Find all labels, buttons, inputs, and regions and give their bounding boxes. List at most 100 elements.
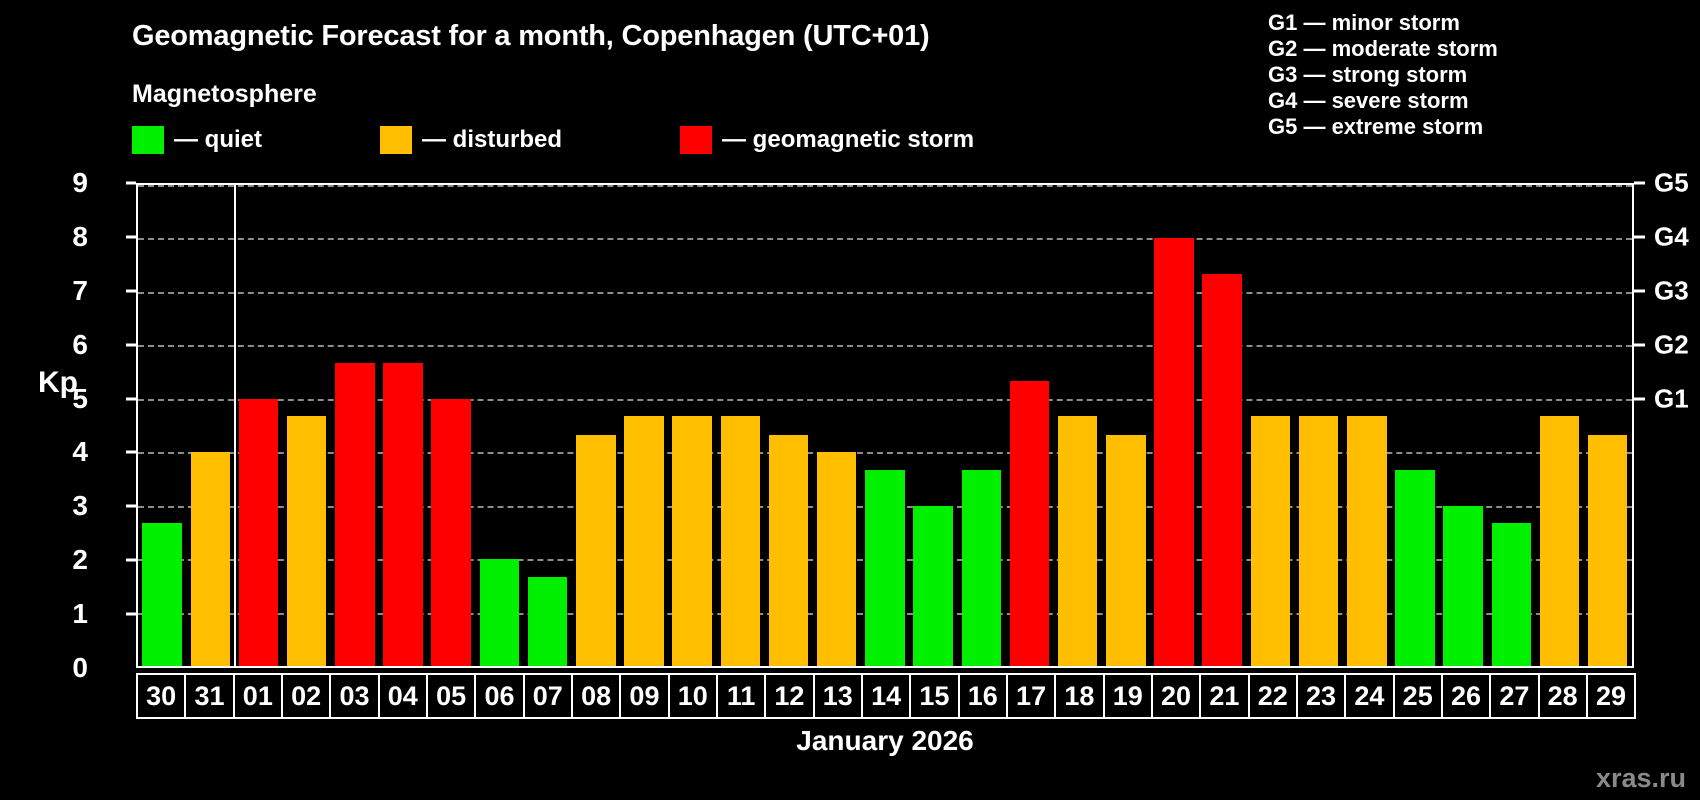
day-label-21[interactable]: 21 xyxy=(1199,673,1250,719)
bar-slot-04[interactable] xyxy=(379,185,427,666)
bar-day-02[interactable] xyxy=(286,416,327,666)
bar-slot-19[interactable] xyxy=(1102,185,1150,666)
bar-day-31[interactable] xyxy=(190,452,231,666)
bar-day-23[interactable] xyxy=(1298,416,1339,666)
bar-day-08[interactable] xyxy=(576,434,616,666)
bar-day-24[interactable] xyxy=(1347,416,1387,666)
day-label-10[interactable]: 10 xyxy=(667,673,718,719)
bar-day-15[interactable] xyxy=(913,505,953,666)
day-label-04[interactable]: 04 xyxy=(377,673,428,719)
day-label-12[interactable]: 12 xyxy=(764,673,815,719)
bar-day-07[interactable] xyxy=(527,576,568,666)
bar-slot-09[interactable] xyxy=(620,185,668,666)
day-label-31[interactable]: 31 xyxy=(184,673,235,719)
day-label-06[interactable]: 06 xyxy=(474,673,525,719)
bar-slot-07[interactable] xyxy=(524,185,572,666)
bar-day-16[interactable] xyxy=(961,469,1002,666)
bar-slot-15[interactable] xyxy=(909,185,957,666)
bar-slot-20[interactable] xyxy=(1150,185,1198,666)
bar-slot-30[interactable] xyxy=(138,185,186,666)
bar-slot-27[interactable] xyxy=(1487,185,1535,666)
bar-day-27[interactable] xyxy=(1491,523,1532,666)
day-label-28[interactable]: 28 xyxy=(1537,673,1588,719)
day-label-02[interactable]: 02 xyxy=(280,673,332,719)
bar-slot-21[interactable] xyxy=(1198,185,1246,666)
bar-day-03[interactable] xyxy=(335,362,375,666)
day-label-30[interactable]: 30 xyxy=(136,673,187,719)
bar-slot-23[interactable] xyxy=(1295,185,1343,666)
bar-day-04[interactable] xyxy=(383,362,423,666)
storm-scale-line-5: G5 — extreme storm xyxy=(1268,114,1484,139)
bar-day-12[interactable] xyxy=(768,434,809,666)
bar-day-06[interactable] xyxy=(479,559,520,666)
day-label-15[interactable]: 15 xyxy=(909,673,960,719)
day-label-29[interactable]: 29 xyxy=(1585,673,1637,719)
bar-day-10[interactable] xyxy=(672,416,712,666)
bar-day-14[interactable] xyxy=(865,469,905,666)
bar-slot-24[interactable] xyxy=(1343,185,1391,666)
bar-day-01[interactable] xyxy=(238,398,279,666)
bar-day-26[interactable] xyxy=(1443,505,1483,666)
bar-day-17[interactable] xyxy=(1009,381,1050,666)
day-label-08[interactable]: 08 xyxy=(570,673,622,719)
day-label-17[interactable]: 17 xyxy=(1005,673,1057,719)
day-label-20[interactable]: 20 xyxy=(1150,673,1202,719)
bar-day-22[interactable] xyxy=(1250,416,1291,666)
bar-day-21[interactable] xyxy=(1202,274,1242,666)
y-tick-mark-8 xyxy=(126,235,136,239)
day-label-25[interactable]: 25 xyxy=(1392,673,1443,719)
day-label-26[interactable]: 26 xyxy=(1440,673,1492,719)
bar-slot-31[interactable] xyxy=(186,185,234,666)
day-label-24[interactable]: 24 xyxy=(1344,673,1395,719)
day-label-11[interactable]: 11 xyxy=(715,673,767,719)
bar-day-13[interactable] xyxy=(816,452,857,666)
bar-day-19[interactable] xyxy=(1106,434,1146,666)
bar-slot-10[interactable] xyxy=(668,185,716,666)
bar-day-20[interactable] xyxy=(1154,238,1194,666)
day-label-01[interactable]: 01 xyxy=(232,673,283,719)
bar-slot-17[interactable] xyxy=(1005,185,1053,666)
bar-slot-03[interactable] xyxy=(331,185,379,666)
bar-day-28[interactable] xyxy=(1539,416,1580,666)
bar-slot-06[interactable] xyxy=(475,185,523,666)
bar-slot-02[interactable] xyxy=(283,185,331,666)
bar-slot-29[interactable] xyxy=(1584,185,1632,666)
bar-slot-26[interactable] xyxy=(1439,185,1487,666)
bar-day-29[interactable] xyxy=(1587,434,1628,666)
bar-day-05[interactable] xyxy=(431,398,471,666)
day-label-18[interactable]: 18 xyxy=(1054,673,1105,719)
day-label-05[interactable]: 05 xyxy=(425,673,477,719)
day-label-07[interactable]: 07 xyxy=(522,673,573,719)
y-tick-label-2: 2 xyxy=(72,544,88,576)
bar-slot-14[interactable] xyxy=(861,185,909,666)
bar-slot-28[interactable] xyxy=(1535,185,1583,666)
y-tick-mark-7 xyxy=(126,289,136,293)
day-label-27[interactable]: 27 xyxy=(1489,673,1540,719)
day-label-14[interactable]: 14 xyxy=(860,673,912,719)
y-axis-label: Kp xyxy=(38,366,78,399)
bar-day-09[interactable] xyxy=(624,416,664,666)
bar-slot-01[interactable] xyxy=(234,185,282,666)
bar-slot-05[interactable] xyxy=(427,185,475,666)
month-divider xyxy=(234,185,237,666)
bar-slot-08[interactable] xyxy=(572,185,620,666)
day-label-16[interactable]: 16 xyxy=(957,673,1008,719)
day-label-13[interactable]: 13 xyxy=(812,673,863,719)
bar-day-30[interactable] xyxy=(142,523,182,666)
legend-item-label: — geomagnetic storm xyxy=(722,126,975,153)
day-label-09[interactable]: 09 xyxy=(619,673,670,719)
bar-slot-16[interactable] xyxy=(957,185,1005,666)
bar-slot-13[interactable] xyxy=(813,185,861,666)
day-label-19[interactable]: 19 xyxy=(1102,673,1153,719)
day-label-22[interactable]: 22 xyxy=(1247,673,1298,719)
day-label-23[interactable]: 23 xyxy=(1295,673,1347,719)
day-label-03[interactable]: 03 xyxy=(329,673,380,719)
bar-slot-11[interactable] xyxy=(716,185,764,666)
bar-day-25[interactable] xyxy=(1395,469,1435,666)
bar-slot-22[interactable] xyxy=(1246,185,1294,666)
bar-slot-12[interactable] xyxy=(764,185,812,666)
bar-slot-25[interactable] xyxy=(1391,185,1439,666)
bar-day-18[interactable] xyxy=(1057,416,1098,666)
bar-day-11[interactable] xyxy=(720,416,761,666)
bar-slot-18[interactable] xyxy=(1054,185,1102,666)
